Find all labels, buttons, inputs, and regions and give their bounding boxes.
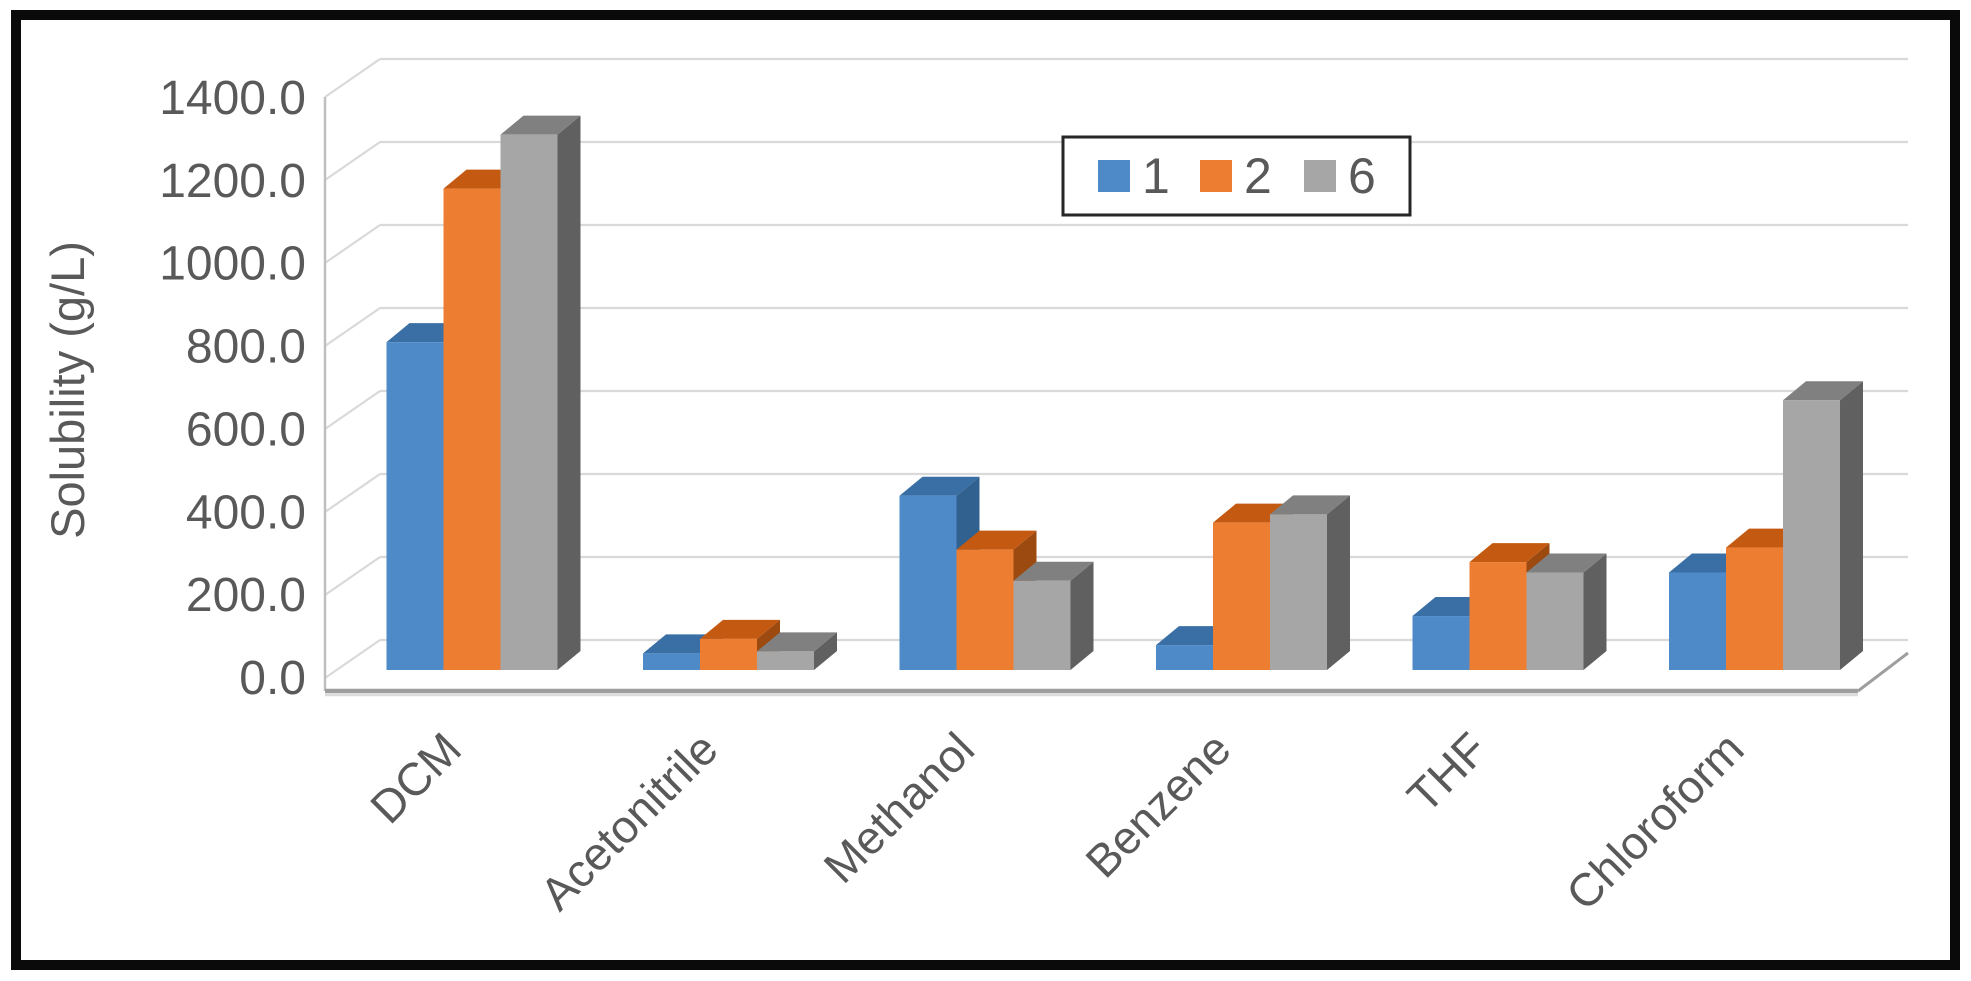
y-tick-label: 600.0 [186,403,306,456]
bar-side-face [1840,381,1863,670]
bar-Acetonitrile-series-6 [757,632,837,670]
bar-front-face [1412,616,1470,670]
bar-front-face [500,134,558,670]
figure-border [11,10,1960,970]
bar-top-face [899,476,980,496]
legend-swatch-6 [1304,160,1336,192]
y-tick-label: 1000.0 [159,238,306,291]
bar-THF-series-6 [1526,553,1607,670]
bar-side-face [557,115,581,670]
legend-label-2: 2 [1244,148,1272,204]
bar-top-face [1783,381,1863,401]
bar-front-face [956,549,1014,670]
bar-front-face [1469,562,1527,670]
x-category-label: THF [1397,722,1497,822]
bar-front-face [757,651,814,670]
legend-label-6: 6 [1348,148,1376,204]
y-tick-label: 0.0 [239,652,306,705]
bar-top-face [757,632,837,652]
bar-top-face [700,619,780,639]
y-tick-label: 800.0 [186,321,306,374]
bar-Chloroform-series-6 [1783,381,1863,670]
bar-top-face [1526,553,1607,573]
bar-front-face [386,342,444,670]
y-axis-title: Solubility (g/L) [41,241,94,539]
bar-front-face [1726,547,1783,670]
bar-front-face [443,188,501,670]
bar-front-face [700,638,757,670]
bar-front-face [1213,522,1270,670]
gridline-connector [324,473,381,513]
legend-label-1: 1 [1142,148,1170,204]
y-tick-label: 200.0 [186,569,306,622]
gridline-connector [324,390,381,430]
legend-swatch-2 [1200,160,1232,192]
bar-front-face [1270,514,1327,670]
bar-side-face [1070,561,1094,670]
bar-side-face [1327,495,1350,670]
bar-front-face [899,495,957,670]
bar-Methanol-series-2 [956,530,1037,670]
axes-layer [323,97,1909,697]
bar-front-face [1526,572,1584,670]
bar-side-face [1583,553,1607,670]
bar-front-face [1013,580,1071,670]
gridline-connector [324,556,381,596]
bar-front-face [1783,400,1840,670]
bar-top-face [956,530,1037,550]
y-tick-label: 1400.0 [159,72,306,125]
gridline-connector [324,639,381,679]
bar-top-face [1270,495,1350,515]
bar-DCM-series-6 [500,115,581,670]
x-category-label: Chloroform [1556,722,1754,920]
x-category-label: Acetonitrile [530,722,728,920]
bar-Methanol-series-6 [1013,561,1094,670]
bar-top-face [1469,543,1550,563]
y-tick-label: 400.0 [186,486,306,539]
bar-top-face [1013,561,1094,581]
bar-Benzene-series-6 [1270,495,1350,670]
gridline-connector [324,224,381,264]
gridline-connector [324,58,381,98]
floor-right-edge [1857,651,1909,693]
gridline-connector [324,307,381,347]
legend-swatch-1 [1098,160,1130,192]
bar-front-face [1669,572,1726,670]
x-category-label: Benzene [1075,722,1240,887]
bar-top-face [500,115,581,135]
bar-front-face [1156,645,1213,670]
y-tick-label: 1200.0 [159,155,306,208]
legend: 1 2 6 [1061,135,1412,217]
bar-front-face [643,653,700,670]
x-category-label: DCM [360,722,471,833]
bars-layer [386,115,1863,670]
gridline-connector [324,141,381,181]
bar-side-face [814,632,837,670]
x-category-label: Methanol [813,722,984,893]
